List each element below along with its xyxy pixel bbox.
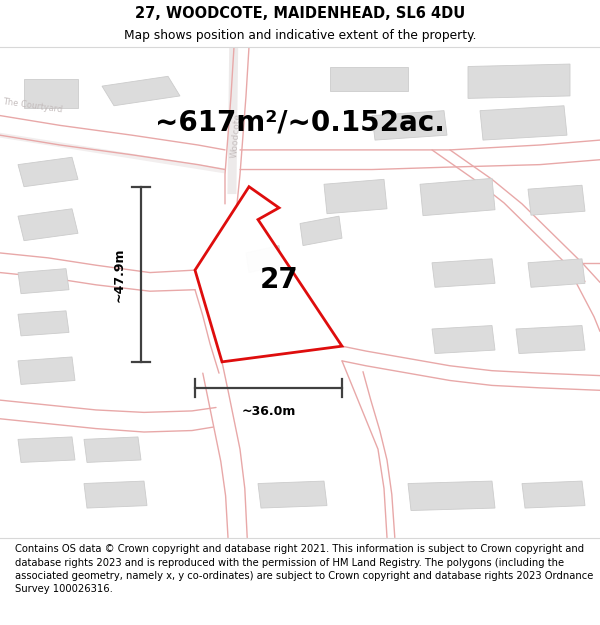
Polygon shape — [102, 76, 180, 106]
Polygon shape — [246, 246, 282, 272]
Polygon shape — [528, 185, 585, 215]
Polygon shape — [24, 79, 78, 108]
Text: Map shows position and indicative extent of the property.: Map shows position and indicative extent… — [124, 29, 476, 42]
Text: ~36.0m: ~36.0m — [241, 405, 296, 418]
Polygon shape — [468, 64, 570, 98]
Polygon shape — [18, 158, 78, 187]
Polygon shape — [18, 357, 75, 384]
Polygon shape — [480, 106, 567, 140]
Polygon shape — [324, 179, 387, 214]
Polygon shape — [227, 47, 238, 194]
Polygon shape — [420, 178, 495, 216]
Polygon shape — [432, 326, 495, 354]
Text: ~617m²/~0.152ac.: ~617m²/~0.152ac. — [155, 109, 445, 137]
Polygon shape — [195, 187, 342, 362]
Text: Contains OS data © Crown copyright and database right 2021. This information is : Contains OS data © Crown copyright and d… — [15, 544, 593, 594]
Text: Woodcote: Woodcote — [229, 112, 242, 158]
Polygon shape — [408, 481, 495, 511]
Text: The Courtyard: The Courtyard — [2, 97, 64, 114]
Polygon shape — [330, 66, 408, 91]
Text: 27, WOODCOTE, MAIDENHEAD, SL6 4DU: 27, WOODCOTE, MAIDENHEAD, SL6 4DU — [135, 6, 465, 21]
Text: 27: 27 — [260, 266, 298, 294]
Polygon shape — [432, 259, 495, 288]
Polygon shape — [522, 481, 585, 508]
Polygon shape — [84, 481, 147, 508]
Polygon shape — [516, 326, 585, 354]
Polygon shape — [84, 437, 141, 462]
Polygon shape — [528, 259, 585, 288]
Polygon shape — [258, 481, 327, 508]
Polygon shape — [0, 132, 225, 174]
Polygon shape — [18, 437, 75, 462]
Polygon shape — [372, 111, 447, 140]
Polygon shape — [18, 311, 69, 336]
Text: ~47.9m: ~47.9m — [113, 247, 126, 301]
Polygon shape — [300, 216, 342, 246]
Polygon shape — [18, 269, 69, 294]
Polygon shape — [18, 209, 78, 241]
